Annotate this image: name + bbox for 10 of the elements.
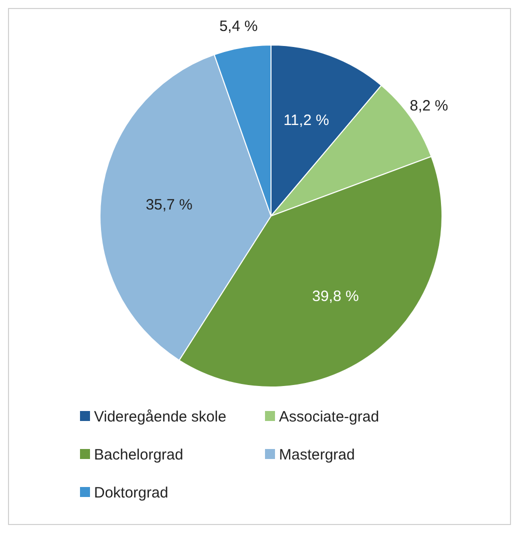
legend-label: Doktorgrad bbox=[94, 484, 168, 502]
legend-label: Mastergrad bbox=[279, 446, 355, 464]
data-label: 5,4 % bbox=[219, 18, 258, 36]
data-label: 39,8 % bbox=[312, 288, 359, 306]
data-label: 8,2 % bbox=[410, 97, 448, 114]
legend-label: Bachelorgrad bbox=[94, 446, 184, 464]
data-label: 35,7 % bbox=[146, 196, 192, 214]
legend-label: Videregående skole bbox=[94, 408, 226, 426]
data-label: 11,2 % bbox=[283, 112, 330, 129]
legend-label: Associate-grad bbox=[279, 408, 380, 426]
